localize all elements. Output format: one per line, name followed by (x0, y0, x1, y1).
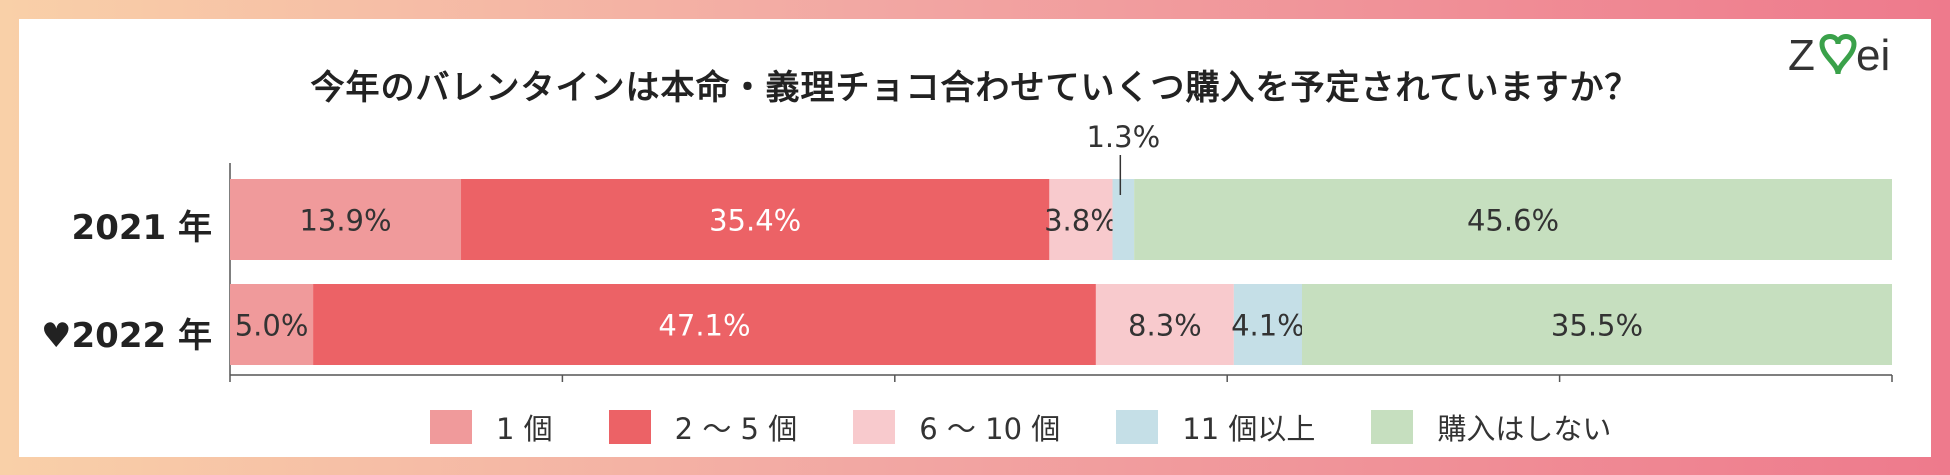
bar-segment (1233, 284, 1302, 365)
legend-swatch (1371, 410, 1414, 444)
bar-segment (313, 284, 1096, 365)
legend-label: 6 〜 10 個 (919, 412, 1061, 446)
legend-item: 購入はしない (1371, 406, 1611, 448)
legend-swatch (1116, 410, 1159, 444)
bar-segment (1134, 179, 1892, 260)
bar-segment (461, 179, 1050, 260)
legend-item: 2 〜 5 個 (608, 406, 798, 448)
legend: 1 個 2 〜 5 個 6 〜 10 個 11 個以上 購入はしない (430, 405, 1667, 449)
legend-label: 2 〜 5 個 (674, 412, 798, 446)
bar-segment (1112, 179, 1135, 260)
data-label: 4.1% (1231, 309, 1305, 343)
data-label: 8.3% (1128, 309, 1202, 343)
data-label: 3.8% (1044, 204, 1118, 238)
legend-item: 1 個 (430, 406, 553, 448)
bar-segment (230, 179, 462, 260)
svg-text:Z: Z (1788, 31, 1815, 80)
data-label: 35.4% (709, 204, 801, 238)
legend-swatch (430, 410, 472, 444)
bar-segment (1301, 284, 1892, 365)
chart-title: 今年のバレンタインは本命・義理チョコ合わせていくつ購入を予定されていますか？ (310, 68, 1640, 108)
data-label: 5.0% (235, 309, 309, 343)
stacked-bar-plot: 13.9% 35.4% 3.8% 1.3% 45.6% 5.0% 47.1% 8.3% 4.1%… (229, 120, 1893, 382)
row-label-2021: 2021 年 (71, 208, 212, 248)
svg-text:ei: ei (1856, 31, 1890, 80)
legend-item: 6 〜 10 個 (853, 406, 1060, 448)
zwei-logo: Z ei (1788, 31, 1890, 80)
legend-swatch (853, 410, 896, 444)
legend-item: 11 個以上 (1116, 406, 1315, 448)
data-label: 47.1% (658, 309, 750, 343)
bar-segment (1049, 179, 1113, 260)
bar-segment (1095, 284, 1234, 365)
legend-swatch (608, 410, 651, 444)
legend-label: 1 個 (496, 412, 553, 446)
legend-label: 11 個以上 (1182, 412, 1316, 446)
legend-label: 購入はしない (1437, 412, 1612, 446)
data-label: 13.9% (299, 204, 391, 238)
data-label: 1.3% (1086, 120, 1160, 154)
row-label-2022: ♥2022 年 (41, 316, 212, 356)
data-label: 45.6% (1467, 204, 1559, 238)
bar-segment (230, 284, 314, 365)
data-label: 35.5% (1551, 309, 1643, 343)
